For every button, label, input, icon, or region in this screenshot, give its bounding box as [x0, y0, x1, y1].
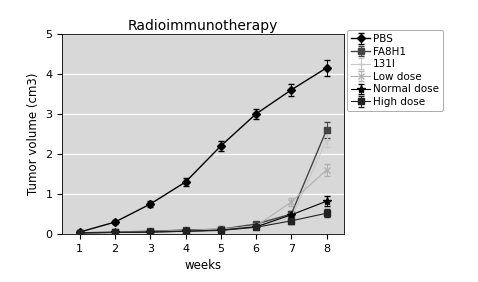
X-axis label: weeks: weeks [185, 259, 222, 272]
Title: Radioimmunotherapy: Radioimmunotherapy [128, 19, 278, 33]
Legend: PBS, FA8H1, 131I, Low dose, Normal dose, High dose: PBS, FA8H1, 131I, Low dose, Normal dose,… [347, 30, 443, 111]
Y-axis label: Tumor volume (cm3): Tumor volume (cm3) [27, 73, 40, 195]
